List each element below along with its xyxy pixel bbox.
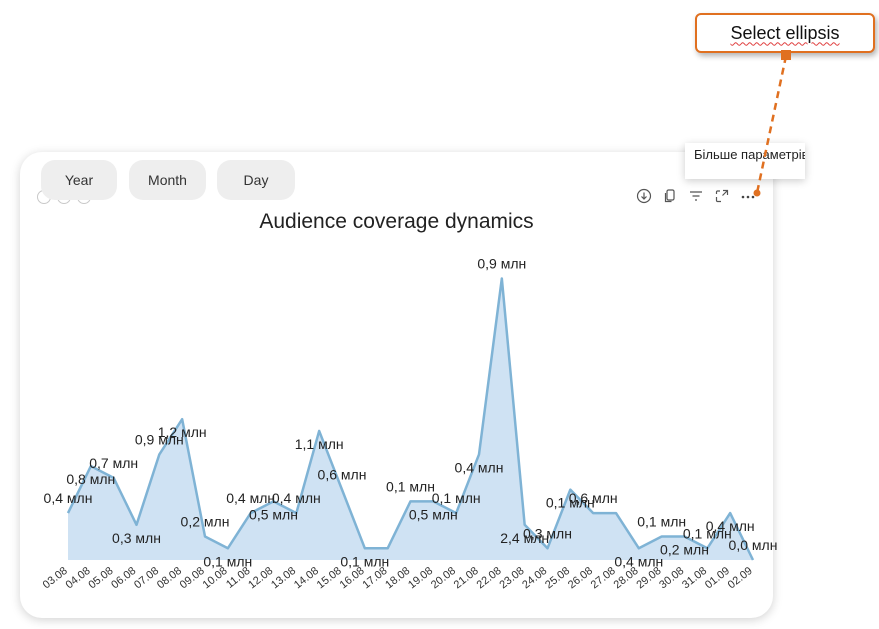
x-tick-label: 15.08: [315, 565, 344, 591]
x-tick-label: 08.08: [155, 565, 184, 591]
data-label: 0,4 млн: [706, 518, 755, 534]
data-label: 1,2 млн: [158, 424, 207, 440]
x-tick-label: 19.08: [406, 565, 435, 591]
annotation-callout: Select ellipsis: [695, 13, 875, 53]
x-tick-label: 23.08: [497, 565, 526, 591]
data-label: 2,4 млн: [500, 530, 549, 546]
more-options-icon: [741, 195, 754, 198]
callout-connector-end: [781, 50, 791, 60]
data-label: 0,4 млн: [455, 459, 504, 475]
data-label: 0,4 млн: [226, 490, 275, 506]
filter-day-button[interactable]: Day: [217, 160, 295, 200]
data-label: 0,1 млн: [386, 478, 435, 494]
expand-icon: [715, 189, 728, 202]
more-options-button[interactable]: [738, 186, 757, 205]
callout-connector-tip: [753, 189, 761, 197]
x-tick-label: 14.08: [292, 565, 321, 591]
data-label: 0,6 млн: [569, 490, 618, 506]
filter-month-button[interactable]: Month: [129, 160, 206, 200]
data-label: 0,1 млн: [637, 514, 686, 530]
callout-text: Select ellipsis: [730, 22, 840, 43]
x-tick-label: 25.08: [543, 565, 572, 591]
chart-title: Audience coverage dynamics: [259, 210, 534, 233]
x-tick-label: 24.08: [520, 565, 549, 591]
data-label: 0,3 млн: [523, 525, 572, 541]
x-tick-label: 06.08: [109, 565, 138, 591]
x-tick-label: 20.08: [429, 565, 458, 591]
data-label: 0,5 млн: [249, 506, 298, 522]
x-tick-label: 21.08: [452, 565, 481, 591]
x-tick-label: 02.09: [726, 565, 755, 591]
data-label: 0,4 млн: [44, 490, 93, 506]
x-tick-label: 01.09: [703, 565, 732, 591]
x-tick-label: 13.08: [269, 565, 298, 591]
x-tick-label: 04.08: [64, 565, 93, 591]
data-label: 0,6 млн: [318, 467, 367, 483]
x-tick-label: 07.08: [132, 565, 161, 591]
focus-mode-button[interactable]: [712, 186, 731, 205]
filter-icon: [689, 190, 702, 201]
download-button[interactable]: [634, 186, 653, 205]
filter-year-button[interactable]: Year: [41, 160, 117, 200]
data-label: 1,1 млн: [295, 436, 344, 452]
data-label: 0,0 млн: [729, 537, 778, 553]
data-label: 0,4 млн: [272, 490, 321, 506]
data-label: 0,2 млн: [660, 542, 709, 558]
copy-icon: [664, 188, 675, 202]
data-label: 0,9 млн: [477, 255, 526, 271]
callout-connector: [755, 55, 788, 194]
filter-button[interactable]: [686, 186, 705, 205]
download-icon: [636, 188, 651, 203]
series-line: [66, 277, 755, 561]
copy-button[interactable]: [660, 186, 679, 205]
x-tick-label: 22.08: [475, 565, 504, 591]
data-label: 0,1 млн: [203, 553, 252, 569]
x-tick-label: 27.08: [589, 565, 618, 591]
data-label: 0,8 млн: [66, 471, 115, 487]
data-label: 0,9 млн: [135, 431, 184, 447]
x-tick-label: 09.08: [178, 565, 207, 591]
visual-toolbar: [634, 186, 757, 205]
data-label: 0,4 млн: [614, 553, 663, 569]
data-label: 0,2 млн: [181, 514, 230, 530]
data-label: 0,1 млн: [546, 495, 595, 511]
data-label: 0,1 млн: [683, 525, 732, 541]
data-label: 0,1 млн: [432, 490, 481, 506]
x-tick-label: 05.08: [86, 565, 115, 591]
data-label: 0,7 млн: [89, 455, 138, 471]
data-label: 0,5 млн: [409, 506, 458, 522]
data-label: 0,1 млн: [340, 553, 389, 569]
data-label: 0,3 млн: [112, 530, 161, 546]
x-tick-label: 31.08: [680, 565, 709, 591]
x-tick-label: 03.08: [41, 565, 70, 591]
more-options-tooltip: Більше параметрів: [685, 143, 805, 179]
x-tick-label: 26.08: [566, 565, 595, 591]
